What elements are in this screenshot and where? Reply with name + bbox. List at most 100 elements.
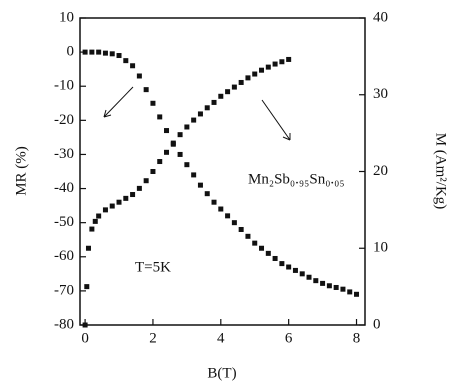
marker <box>238 226 244 232</box>
annotation: Mn₂Sb₀.₉₅Sn₀.₀₅ <box>248 171 345 187</box>
marker <box>197 182 203 188</box>
marker <box>218 93 224 99</box>
marker <box>272 61 278 67</box>
marker <box>116 53 122 59</box>
y2-tick-label: 10 <box>373 240 388 256</box>
marker <box>143 178 149 184</box>
y-tick-label: -20 <box>54 112 74 128</box>
marker <box>326 283 332 289</box>
marker <box>320 280 326 286</box>
arrow-head <box>103 109 112 118</box>
marker <box>292 267 298 273</box>
marker <box>238 79 244 85</box>
marker <box>252 71 258 77</box>
marker <box>150 100 156 106</box>
y-tick-label: -80 <box>54 316 74 332</box>
marker <box>96 49 102 55</box>
marker <box>102 50 108 56</box>
y-tick-label: 10 <box>59 9 74 25</box>
marker <box>177 132 183 138</box>
marker <box>123 58 129 64</box>
marker <box>245 233 251 239</box>
marker <box>259 245 265 251</box>
marker <box>204 105 210 111</box>
marker <box>333 284 339 290</box>
marker <box>143 87 149 93</box>
marker <box>184 162 190 168</box>
y-tick-label: -10 <box>54 78 74 94</box>
marker <box>197 111 203 117</box>
marker <box>299 271 305 277</box>
marker <box>265 64 271 70</box>
marker <box>286 56 292 62</box>
x-tick-label: 2 <box>149 330 157 346</box>
marker <box>340 286 346 292</box>
marker <box>204 191 210 197</box>
y2-tick-label: 30 <box>373 86 388 102</box>
y-tick-label: 0 <box>67 44 75 60</box>
y-tick-label: -60 <box>54 248 74 264</box>
marker <box>279 59 285 65</box>
x-tick-label: 8 <box>353 330 361 346</box>
marker <box>354 291 360 297</box>
marker <box>191 172 197 178</box>
marker <box>96 213 102 219</box>
arrow-head <box>282 133 291 141</box>
y-axis-label: MR (%) <box>13 146 29 196</box>
marker <box>150 169 156 174</box>
arrow <box>103 86 134 118</box>
marker <box>347 289 353 295</box>
marker <box>102 207 108 213</box>
marker <box>136 185 142 191</box>
marker <box>84 284 90 290</box>
marker <box>211 199 217 205</box>
marker <box>265 250 271 256</box>
marker <box>116 199 122 205</box>
marker <box>259 67 265 73</box>
marker <box>89 49 95 55</box>
marker <box>109 203 115 209</box>
marker <box>191 117 197 123</box>
y-tick-label: -40 <box>54 180 74 196</box>
marker <box>82 322 88 328</box>
marker <box>82 49 88 55</box>
marker <box>306 274 312 280</box>
annotation: T=5K <box>135 259 171 275</box>
marker <box>272 255 278 261</box>
y2-tick-label: 20 <box>373 163 388 179</box>
y-tick-label: -70 <box>54 282 74 298</box>
marker <box>245 75 251 81</box>
marker <box>85 245 91 251</box>
marker <box>211 99 217 105</box>
marker <box>177 151 183 157</box>
y2-axis-label: M (Am²/Kg) <box>433 133 449 210</box>
marker <box>218 206 224 212</box>
marker <box>164 128 170 134</box>
marker <box>164 149 170 155</box>
marker <box>136 73 142 79</box>
marker <box>89 226 95 232</box>
marker <box>123 195 129 201</box>
y-tick-label: -50 <box>54 214 74 230</box>
x-tick-label: 6 <box>285 330 293 346</box>
y2-tick-label: 40 <box>373 9 388 25</box>
marker <box>279 261 285 267</box>
marker <box>92 218 98 224</box>
y-tick-label: -30 <box>54 146 74 162</box>
x-tick-label: 0 <box>81 330 89 346</box>
marker <box>231 220 237 226</box>
marker <box>231 84 237 90</box>
marker <box>109 51 115 57</box>
marker <box>225 213 231 219</box>
x-axis-label: B(T) <box>207 365 236 381</box>
marker <box>252 240 258 246</box>
arrow <box>261 99 291 141</box>
marker <box>286 264 292 270</box>
marker <box>184 124 190 130</box>
marker <box>313 278 319 284</box>
marker <box>130 192 136 198</box>
marker <box>157 114 163 120</box>
marker <box>225 89 231 95</box>
marker <box>170 140 176 146</box>
